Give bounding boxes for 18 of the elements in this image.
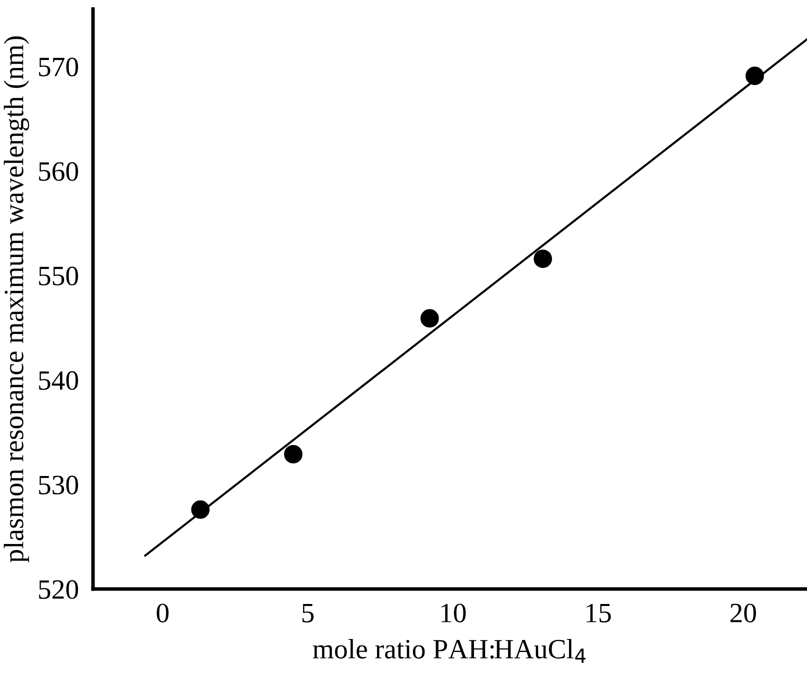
- x-tick-label: 0: [156, 604, 169, 622]
- x-tick-label: 10: [441, 604, 466, 622]
- y-tick-label: 560: [39, 162, 78, 181]
- point: [746, 66, 764, 86]
- point: [534, 250, 552, 268]
- point: [420, 309, 439, 328]
- point: [191, 500, 210, 519]
- y-tick-label: 550: [39, 266, 78, 286]
- y-tick-label: 530: [39, 476, 78, 494]
- y-tick-label: 520: [39, 580, 78, 599]
- x-axis-title: mole ratio PAH:HAuCl$_{4}$: [312, 639, 586, 663]
- x-tick-label: 15: [586, 604, 611, 622]
- point: [284, 444, 302, 464]
- y-axis-title: plasmon resonance maximum wavelength (nm): [4, 36, 30, 562]
- y-tick-label: 570: [39, 58, 78, 76]
- x-tick-label: 5: [302, 604, 314, 622]
- x-tick-label: 20: [730, 604, 756, 622]
- y-tick-label: 540: [39, 371, 78, 390]
